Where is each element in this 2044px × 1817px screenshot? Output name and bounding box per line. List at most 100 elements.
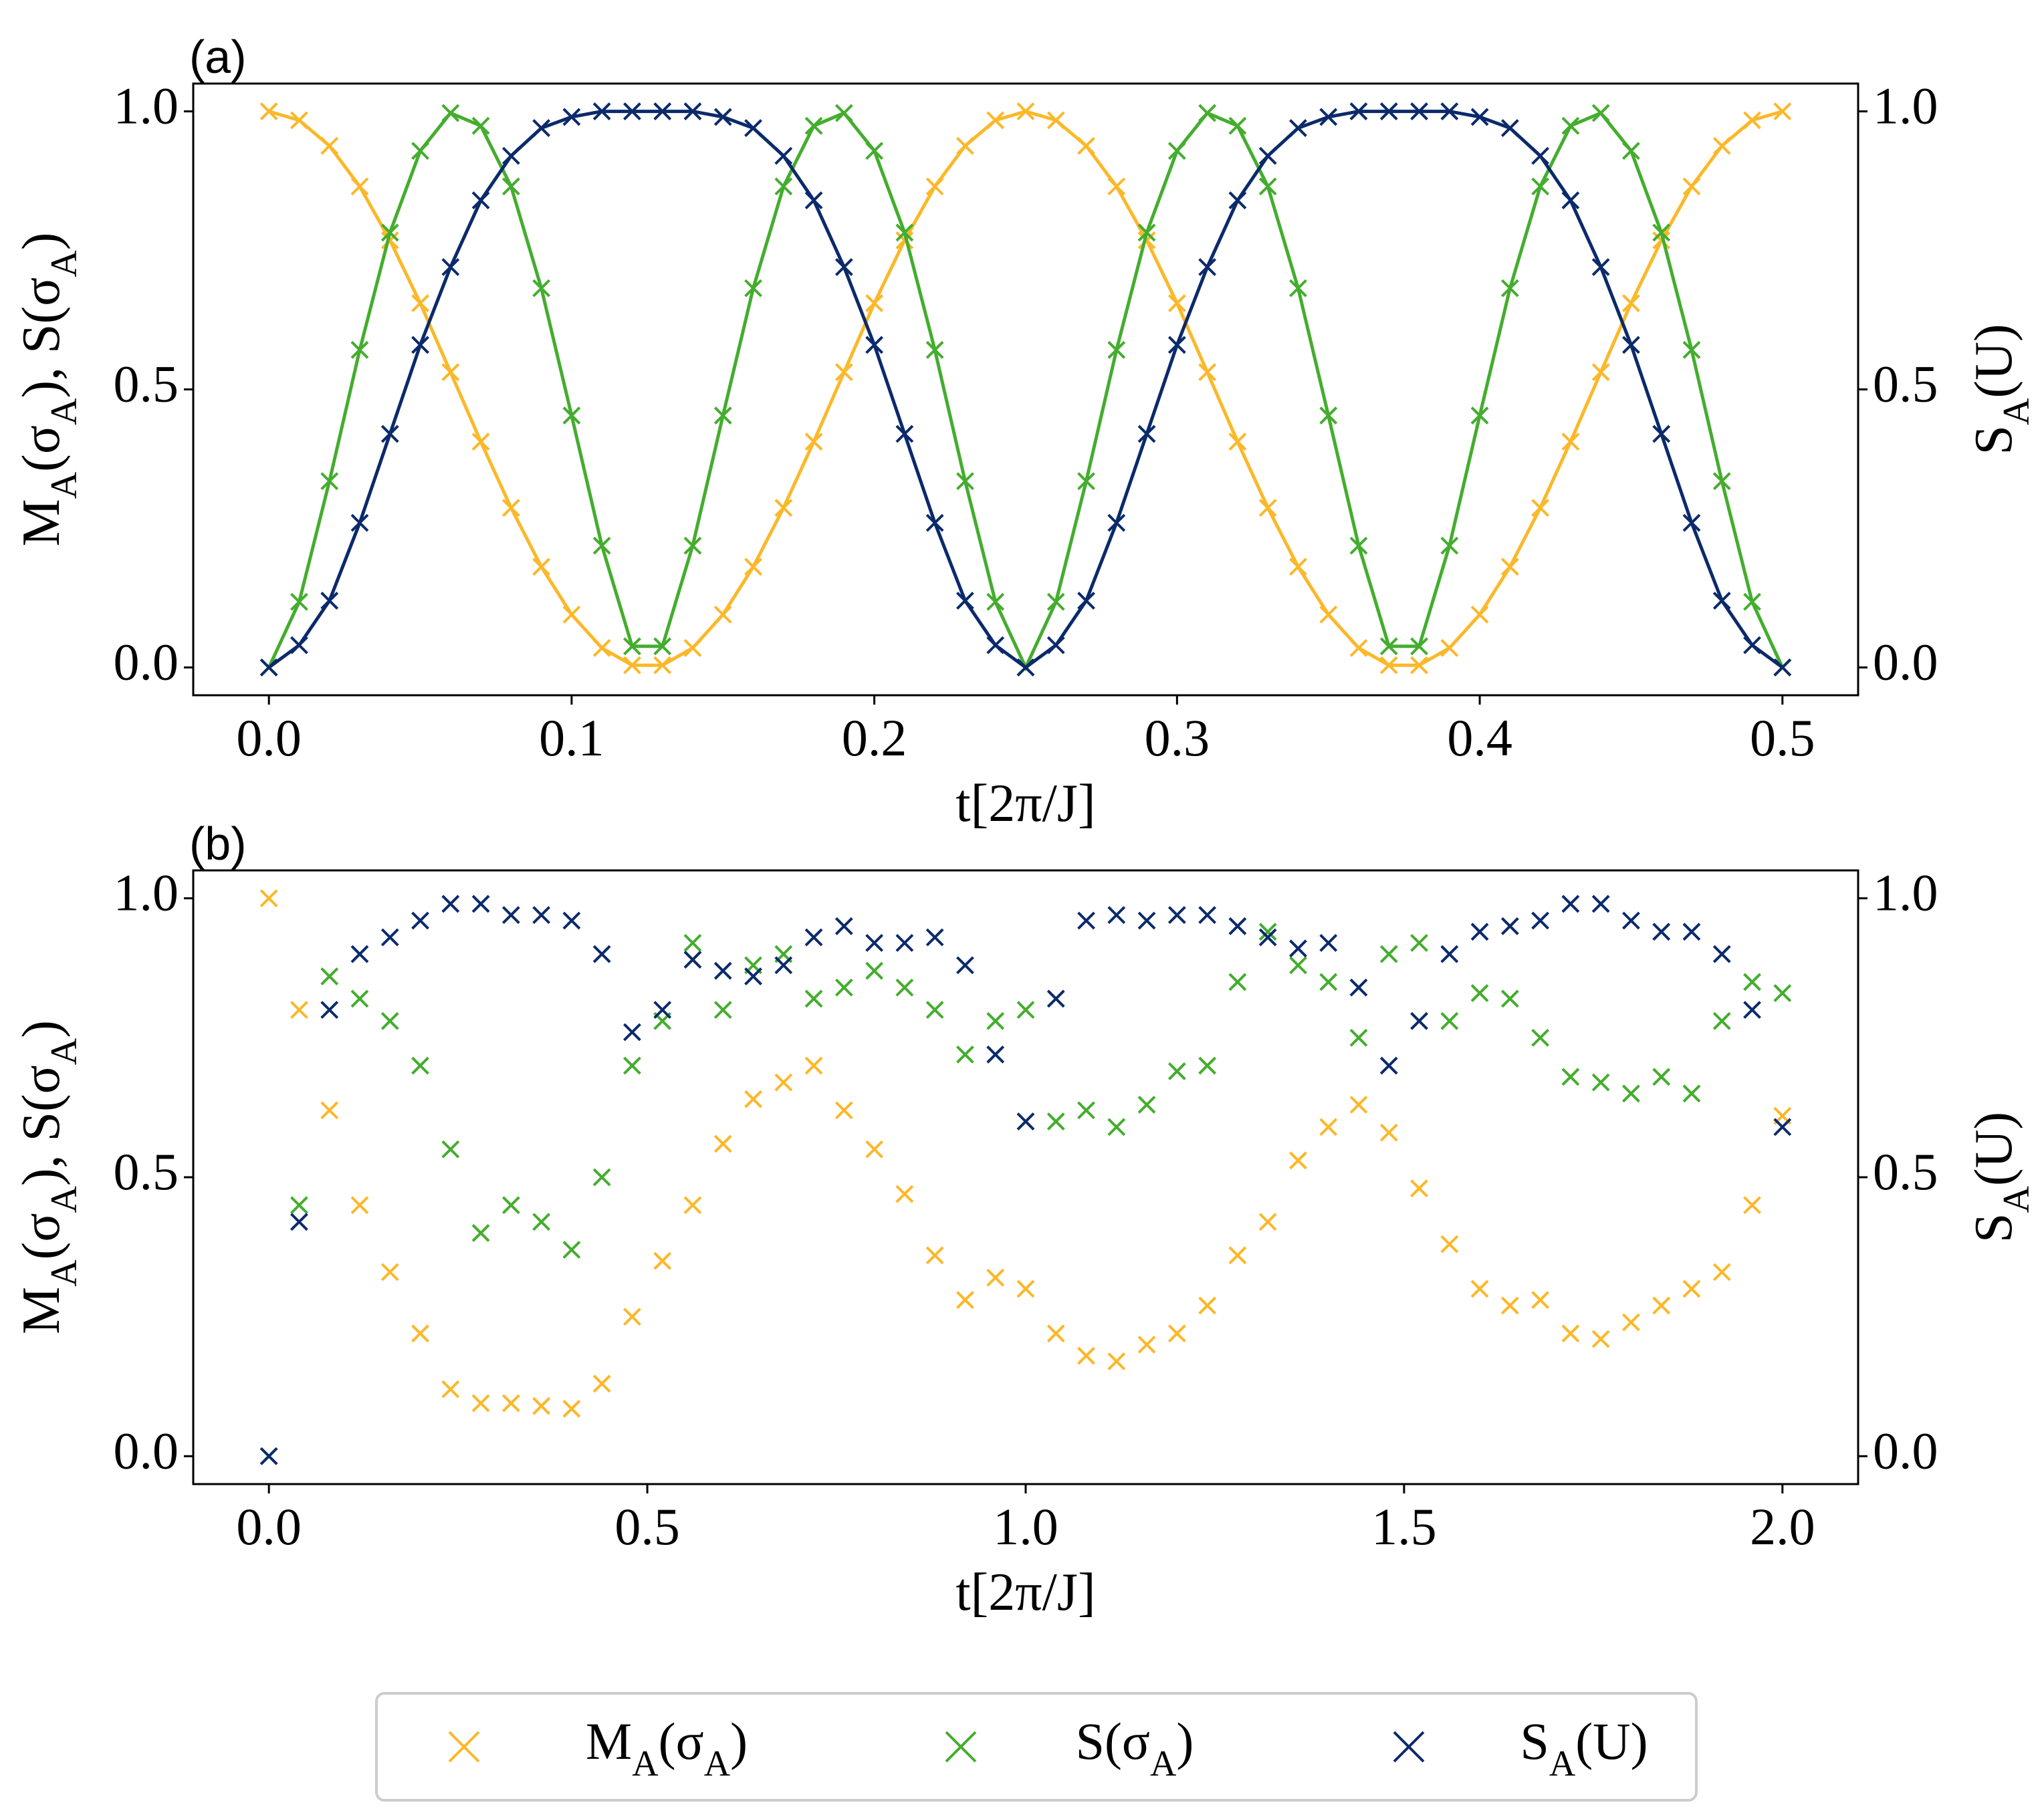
marker <box>562 1241 581 1259</box>
marker <box>1743 1001 1761 1019</box>
marker <box>350 1196 369 1215</box>
y-tick-label: 0.0 <box>114 1421 179 1479</box>
marker <box>1046 592 1065 611</box>
marker <box>1500 1296 1519 1315</box>
marker <box>320 1101 339 1120</box>
marker <box>956 1045 974 1064</box>
marker <box>1379 637 1398 656</box>
marker <box>1137 911 1156 930</box>
marker <box>1137 231 1156 249</box>
marker <box>1712 1011 1731 1030</box>
marker <box>1410 1011 1428 1030</box>
y2-tick-label: 1.0 <box>1873 76 1938 134</box>
marker <box>1410 934 1428 952</box>
marker <box>1167 336 1186 354</box>
marker <box>925 1001 944 1019</box>
legend-label: MA(σA) <box>586 1712 748 1784</box>
marker <box>653 637 672 656</box>
marker <box>1561 433 1580 451</box>
marker <box>1591 1330 1610 1348</box>
marker <box>1470 984 1489 1003</box>
marker <box>1198 1296 1217 1315</box>
marker <box>956 956 974 975</box>
marker <box>1410 656 1428 675</box>
marker <box>1137 425 1156 443</box>
marker <box>380 928 399 947</box>
marker <box>1531 911 1550 930</box>
marker <box>532 1397 551 1415</box>
legend-marker <box>1393 1731 1425 1763</box>
marker <box>713 108 732 126</box>
marker <box>1379 945 1398 963</box>
marker <box>1107 1352 1126 1370</box>
marker <box>1198 1056 1217 1075</box>
y2-axis-label: SA(U) <box>1964 1112 2037 1243</box>
marker <box>320 472 339 491</box>
marker <box>1531 499 1550 517</box>
marker <box>259 658 278 677</box>
marker <box>653 102 672 121</box>
marker <box>1228 973 1247 991</box>
x-tick-label: 2.0 <box>1750 1497 1815 1556</box>
marker <box>1410 637 1428 656</box>
marker <box>1682 341 1701 359</box>
legend-box <box>375 1692 1698 1802</box>
marker <box>1379 1123 1398 1142</box>
marker <box>1652 425 1671 443</box>
marker <box>1167 142 1186 160</box>
y2-axis-label: SA(U) <box>1964 324 2037 455</box>
marker <box>380 1011 399 1030</box>
marker <box>1500 989 1519 1008</box>
legend-marker <box>448 1731 480 1763</box>
marker <box>1440 638 1459 657</box>
marker <box>411 1324 429 1343</box>
marker <box>1016 102 1035 121</box>
marker <box>1228 116 1247 135</box>
marker <box>1743 636 1761 654</box>
marker <box>532 558 551 576</box>
marker <box>774 1073 793 1092</box>
marker <box>683 951 702 969</box>
marker <box>1682 1084 1701 1103</box>
marker <box>1228 191 1247 210</box>
marker <box>1319 406 1338 425</box>
marker <box>1046 111 1065 130</box>
marker <box>895 1185 914 1203</box>
marker <box>1773 658 1792 677</box>
marker <box>1198 258 1217 276</box>
marker <box>1622 1084 1640 1103</box>
marker <box>1410 1179 1428 1198</box>
legend-label: SA(U) <box>1520 1712 1648 1784</box>
marker <box>623 1308 641 1326</box>
marker <box>1228 1246 1247 1265</box>
marker <box>1410 102 1428 121</box>
marker <box>350 341 369 359</box>
marker <box>925 513 944 532</box>
marker <box>1622 336 1640 354</box>
marker <box>441 1380 460 1399</box>
y2-tick-label: 1.0 <box>1873 864 1938 922</box>
x-tick-label: 0.4 <box>1447 709 1512 767</box>
marker <box>471 433 490 451</box>
y-axis-label: MA(σA), S(σA) <box>12 233 85 547</box>
marker <box>744 967 762 985</box>
marker <box>1167 294 1186 312</box>
marker <box>895 231 914 249</box>
marker <box>1652 923 1671 941</box>
marker <box>592 536 611 555</box>
marker <box>1167 1324 1186 1343</box>
marker <box>774 956 793 975</box>
marker <box>471 116 490 135</box>
marker <box>562 911 581 930</box>
marker <box>1682 923 1701 941</box>
marker <box>865 961 884 980</box>
marker <box>1743 973 1761 991</box>
marker <box>1137 1335 1156 1354</box>
marker <box>1319 108 1338 126</box>
marker <box>623 637 641 656</box>
marker <box>1016 1112 1035 1130</box>
marker <box>956 1291 974 1310</box>
marker <box>411 336 429 354</box>
marker <box>350 989 369 1008</box>
marker <box>320 592 339 610</box>
